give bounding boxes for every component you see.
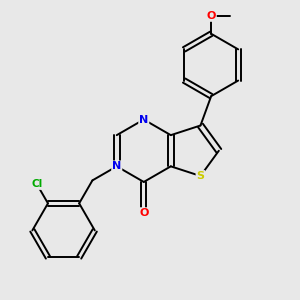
Text: N: N [139, 115, 148, 124]
Text: S: S [196, 171, 205, 181]
Text: O: O [139, 208, 148, 218]
Text: O: O [206, 11, 216, 21]
Text: Cl: Cl [31, 179, 42, 189]
Text: N: N [112, 161, 122, 171]
